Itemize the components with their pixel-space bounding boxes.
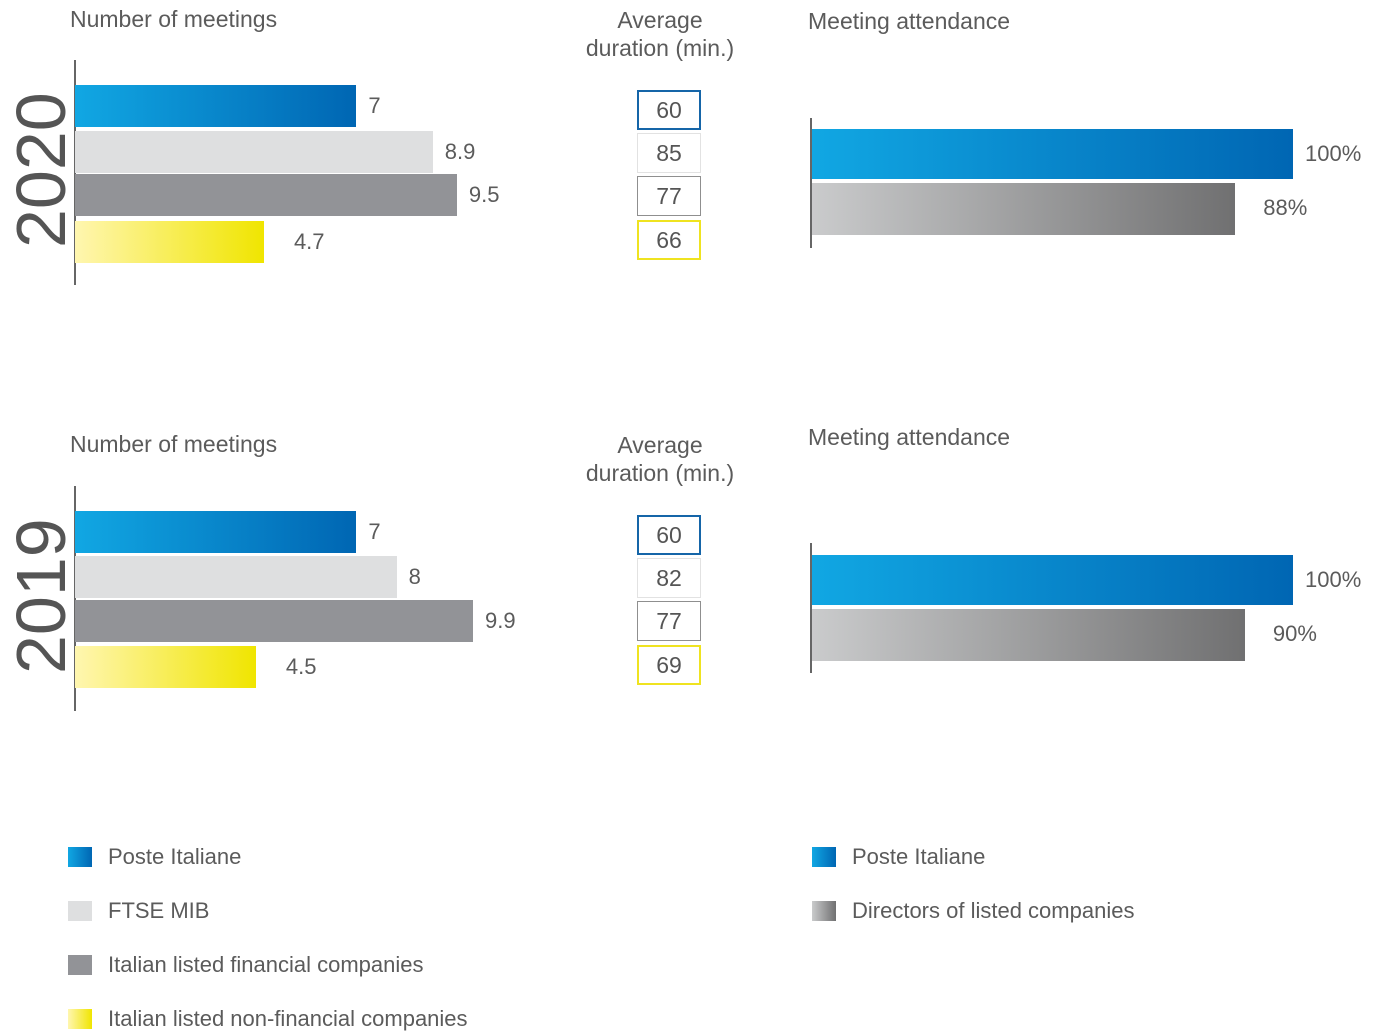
attendance-bar-poste-2020 xyxy=(812,129,1293,179)
bar-ftse-2020 xyxy=(75,131,433,173)
legend-label-ftse: FTSE MIB xyxy=(108,898,210,923)
legend-item-nonfinancial: Italian listed non-financial companies xyxy=(68,1005,468,1033)
bar-nonfinancial-2019 xyxy=(75,646,256,688)
attendance-bar-directors-2019 xyxy=(812,609,1245,661)
legend-label-directors: Directors of listed companies xyxy=(852,898,1135,923)
bar-label-financial-2020: 9.5 xyxy=(468,182,500,207)
duration-poste-2019: 60 xyxy=(637,515,701,555)
duration-poste-2020: 60 xyxy=(637,90,701,130)
legend-item-poste: Poste Italiane xyxy=(68,843,468,871)
legend-item-directors: Directors of listed companies xyxy=(812,897,1134,925)
bar-financial-2020 xyxy=(75,174,457,216)
bar-label-nonfinancial-2020: 4.7 xyxy=(293,229,325,254)
legend-item-ftse: FTSE MIB xyxy=(68,897,468,925)
legend-swatch-financial xyxy=(68,955,92,975)
duration-ftse-2020: 85 xyxy=(637,133,701,173)
bar-label-ftse-2020: 8.9 xyxy=(444,139,476,164)
duration-title-line2: duration (min.) xyxy=(585,460,735,486)
year-label-2019: 2019 xyxy=(2,518,80,674)
duration-title-2020: Average duration (min.) xyxy=(560,6,760,62)
duration-nonfinancial-2019: 69 xyxy=(637,645,701,685)
bar-label-nonfinancial-2019: 4.5 xyxy=(285,654,317,679)
duration-nonfinancial-2020: 66 xyxy=(637,220,701,260)
legend-left: Poste Italiane FTSE MIB Italian listed f… xyxy=(68,843,468,1033)
duration-title-2019: Average duration (min.) xyxy=(560,431,760,487)
attendance-axis-2020 xyxy=(810,118,812,248)
duration-financial-2019: 77 xyxy=(637,601,701,641)
legend-item-financial: Italian listed financial companies xyxy=(68,951,468,979)
duration-financial-2020: 77 xyxy=(637,176,701,216)
duration-title-line1: Average xyxy=(617,7,703,33)
bar-financial-2019 xyxy=(75,600,473,642)
bar-ftse-2019 xyxy=(75,556,397,598)
bar-label-poste-2019: 7 xyxy=(368,519,381,544)
bar-label-ftse-2019: 8 xyxy=(408,564,421,589)
meetings-title-2020: Number of meetings xyxy=(70,6,278,32)
legend-swatch-poste xyxy=(68,847,92,867)
attendance-label-directors-2019: 90% xyxy=(1272,621,1317,646)
duration-title-line1: Average xyxy=(617,432,703,458)
attendance-title-2020: Meeting attendance xyxy=(808,8,1011,34)
attendance-bar-poste-2019 xyxy=(812,555,1293,605)
bar-label-financial-2019: 9.9 xyxy=(484,608,516,633)
attendance-label-poste-2020: 100% xyxy=(1305,141,1362,166)
legend-label-financial: Italian listed financial companies xyxy=(108,952,424,977)
legend-swatch-directors xyxy=(812,901,836,921)
bar-poste-2020 xyxy=(75,85,357,127)
duration-ftse-2019: 82 xyxy=(637,558,701,598)
bar-poste-2019 xyxy=(75,511,357,553)
legend-right: Poste Italiane Directors of listed compa… xyxy=(812,843,1134,925)
legend-label-nonfinancial: Italian listed non-financial companies xyxy=(108,1006,468,1031)
attendance-label-poste-2019: 100% xyxy=(1305,567,1362,592)
attendance-label-directors-2020: 88% xyxy=(1263,195,1308,220)
legend-item-poste-attendance: Poste Italiane xyxy=(812,843,1134,871)
attendance-axis-2019 xyxy=(810,543,812,673)
legend-label-poste: Poste Italiane xyxy=(108,844,242,869)
bar-label-poste-2020: 7 xyxy=(368,93,381,118)
legend-swatch-poste-attendance xyxy=(812,847,836,867)
attendance-bar-directors-2020 xyxy=(812,183,1236,235)
attendance-title-2019: Meeting attendance xyxy=(808,424,1011,450)
meetings-axis-2020 xyxy=(74,60,76,285)
meetings-axis-2019 xyxy=(74,486,76,711)
legend-label-poste-attendance: Poste Italiane xyxy=(852,844,986,869)
duration-title-line2: duration (min.) xyxy=(585,35,735,61)
meetings-title-2019: Number of meetings xyxy=(70,431,278,457)
legend-swatch-ftse xyxy=(68,901,92,921)
year-label-2020: 2020 xyxy=(2,92,80,248)
bar-nonfinancial-2020 xyxy=(75,221,264,263)
legend-swatch-nonfinancial xyxy=(68,1009,92,1029)
